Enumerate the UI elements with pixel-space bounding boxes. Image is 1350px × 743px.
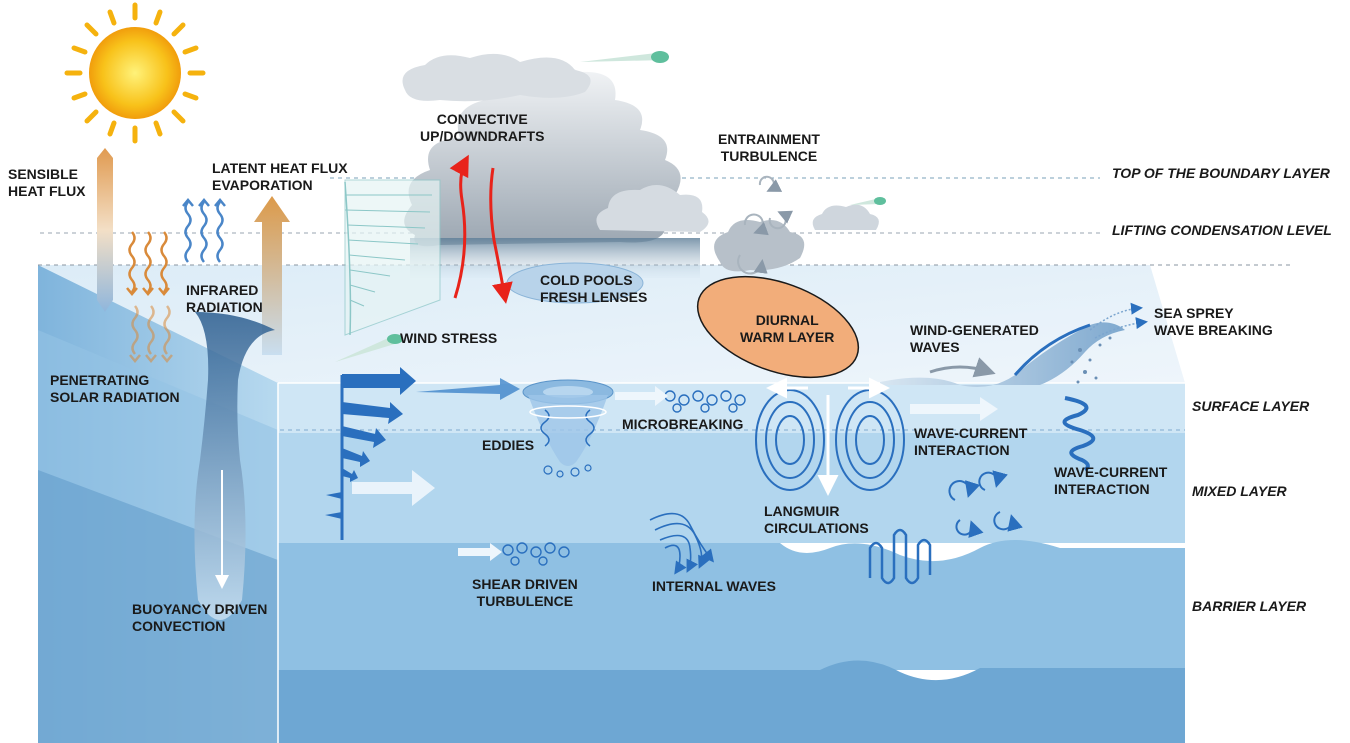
- eddies-funnel: [522, 379, 614, 478]
- diurnal-warm-layer: [696, 275, 860, 379]
- langmuir-circulations-label: LANGMUIR CIRCULATIONS: [764, 503, 869, 536]
- grey-cloud-right: [714, 219, 805, 272]
- internal-waves-label: INTERNAL WAVES: [652, 578, 776, 594]
- oscillation-wave: [868, 528, 932, 585]
- wave-current-spiral: [1062, 396, 1096, 472]
- convective-updowndrafts-label: CONVECTIVE UP/DOWNDRAFTS: [420, 111, 545, 144]
- small-cloud-middle: [596, 185, 709, 232]
- entrainment-swirls: [737, 175, 794, 275]
- wind-profile-atmosphere: [344, 179, 441, 336]
- mixed-layer-label: MIXED LAYER: [1192, 483, 1287, 499]
- barrier-layer-label: BARRIER LAYER: [1192, 598, 1307, 614]
- microbreaking-swirls: [664, 390, 746, 413]
- small-cloud-right: [812, 197, 886, 230]
- sun-icon: [64, 2, 206, 144]
- sea-spray-droplets: [1070, 336, 1112, 384]
- shear-driven-turbulence-label: SHEAR DRIVEN TURBULENCE: [472, 576, 578, 609]
- entrainment-turbulence-label: ENTRAINMENT TURBULENCE: [718, 131, 820, 164]
- wave-current-interaction-label-1: WAVE-CURRENT INTERACTION: [914, 425, 1028, 458]
- diurnal-warm-layer-label: DIURNAL WARM LAYER: [740, 312, 835, 345]
- buoyancy-convection-plume: [194, 312, 275, 620]
- infrared-radiation-arrows: [182, 198, 226, 263]
- latent-heat-flux-label: LATENT HEAT FLUX EVAPORATION: [212, 160, 348, 193]
- wind-generated-waves-label: WIND-GENERATED WAVES: [910, 322, 1039, 355]
- shear-turbulence-swirls: [502, 542, 570, 566]
- sea-spray-arrows: [1089, 302, 1148, 339]
- breaking-wave: [880, 322, 1125, 388]
- ekman-current-profile: [325, 367, 416, 540]
- sensible-heat-arrow: [97, 148, 113, 312]
- solar-radiation-arrows: [126, 231, 173, 363]
- lifting-condensation-level-label: LIFTING CONDENSATION LEVEL: [1112, 222, 1332, 238]
- penetrating-solar-radiation-label: PENETRATING SOLAR RADIATION: [50, 372, 180, 405]
- microbreaking-label: MICROBREAKING: [622, 416, 744, 432]
- latent-heat-arrow: [254, 196, 290, 355]
- wave-current-interaction-label-2: WAVE-CURRENT INTERACTION: [1054, 464, 1168, 497]
- wind-stress-icon: [335, 334, 403, 362]
- surface-layer-label: SURFACE LAYER: [1192, 398, 1310, 414]
- turbulence-swirls: [948, 470, 1023, 538]
- top-of-boundary-layer-label: TOP OF THE BOUNDARY LAYER: [1112, 165, 1330, 181]
- barrier-layer-band: [278, 540, 1185, 670]
- wave-current-arrow: [910, 397, 998, 421]
- cold-pools-label: COLD POOLS FRESH LENSES: [540, 272, 648, 305]
- buoyancy-driven-convection-label: BUOYANCY DRIVEN CONVECTION: [132, 601, 268, 634]
- sensible-heat-flux-label: SENSIBLE HEAT FLUX: [8, 166, 86, 199]
- ocean-top-face: [38, 265, 1185, 383]
- internal-waves: [649, 512, 714, 575]
- wind-stress-label: WIND STRESS: [400, 330, 498, 346]
- updraft-downdraft-arrows: [449, 154, 513, 304]
- sea-spray-label: SEA SPREY WAVE BREAKING: [1154, 305, 1273, 338]
- infrared-radiation-label: INFRARED RADIATION: [186, 282, 263, 315]
- deep-layer-band: [278, 660, 1185, 743]
- langmuir-arrows: [766, 377, 890, 496]
- eddies-label: EDDIES: [482, 437, 535, 453]
- white-current-arrow: [352, 470, 435, 506]
